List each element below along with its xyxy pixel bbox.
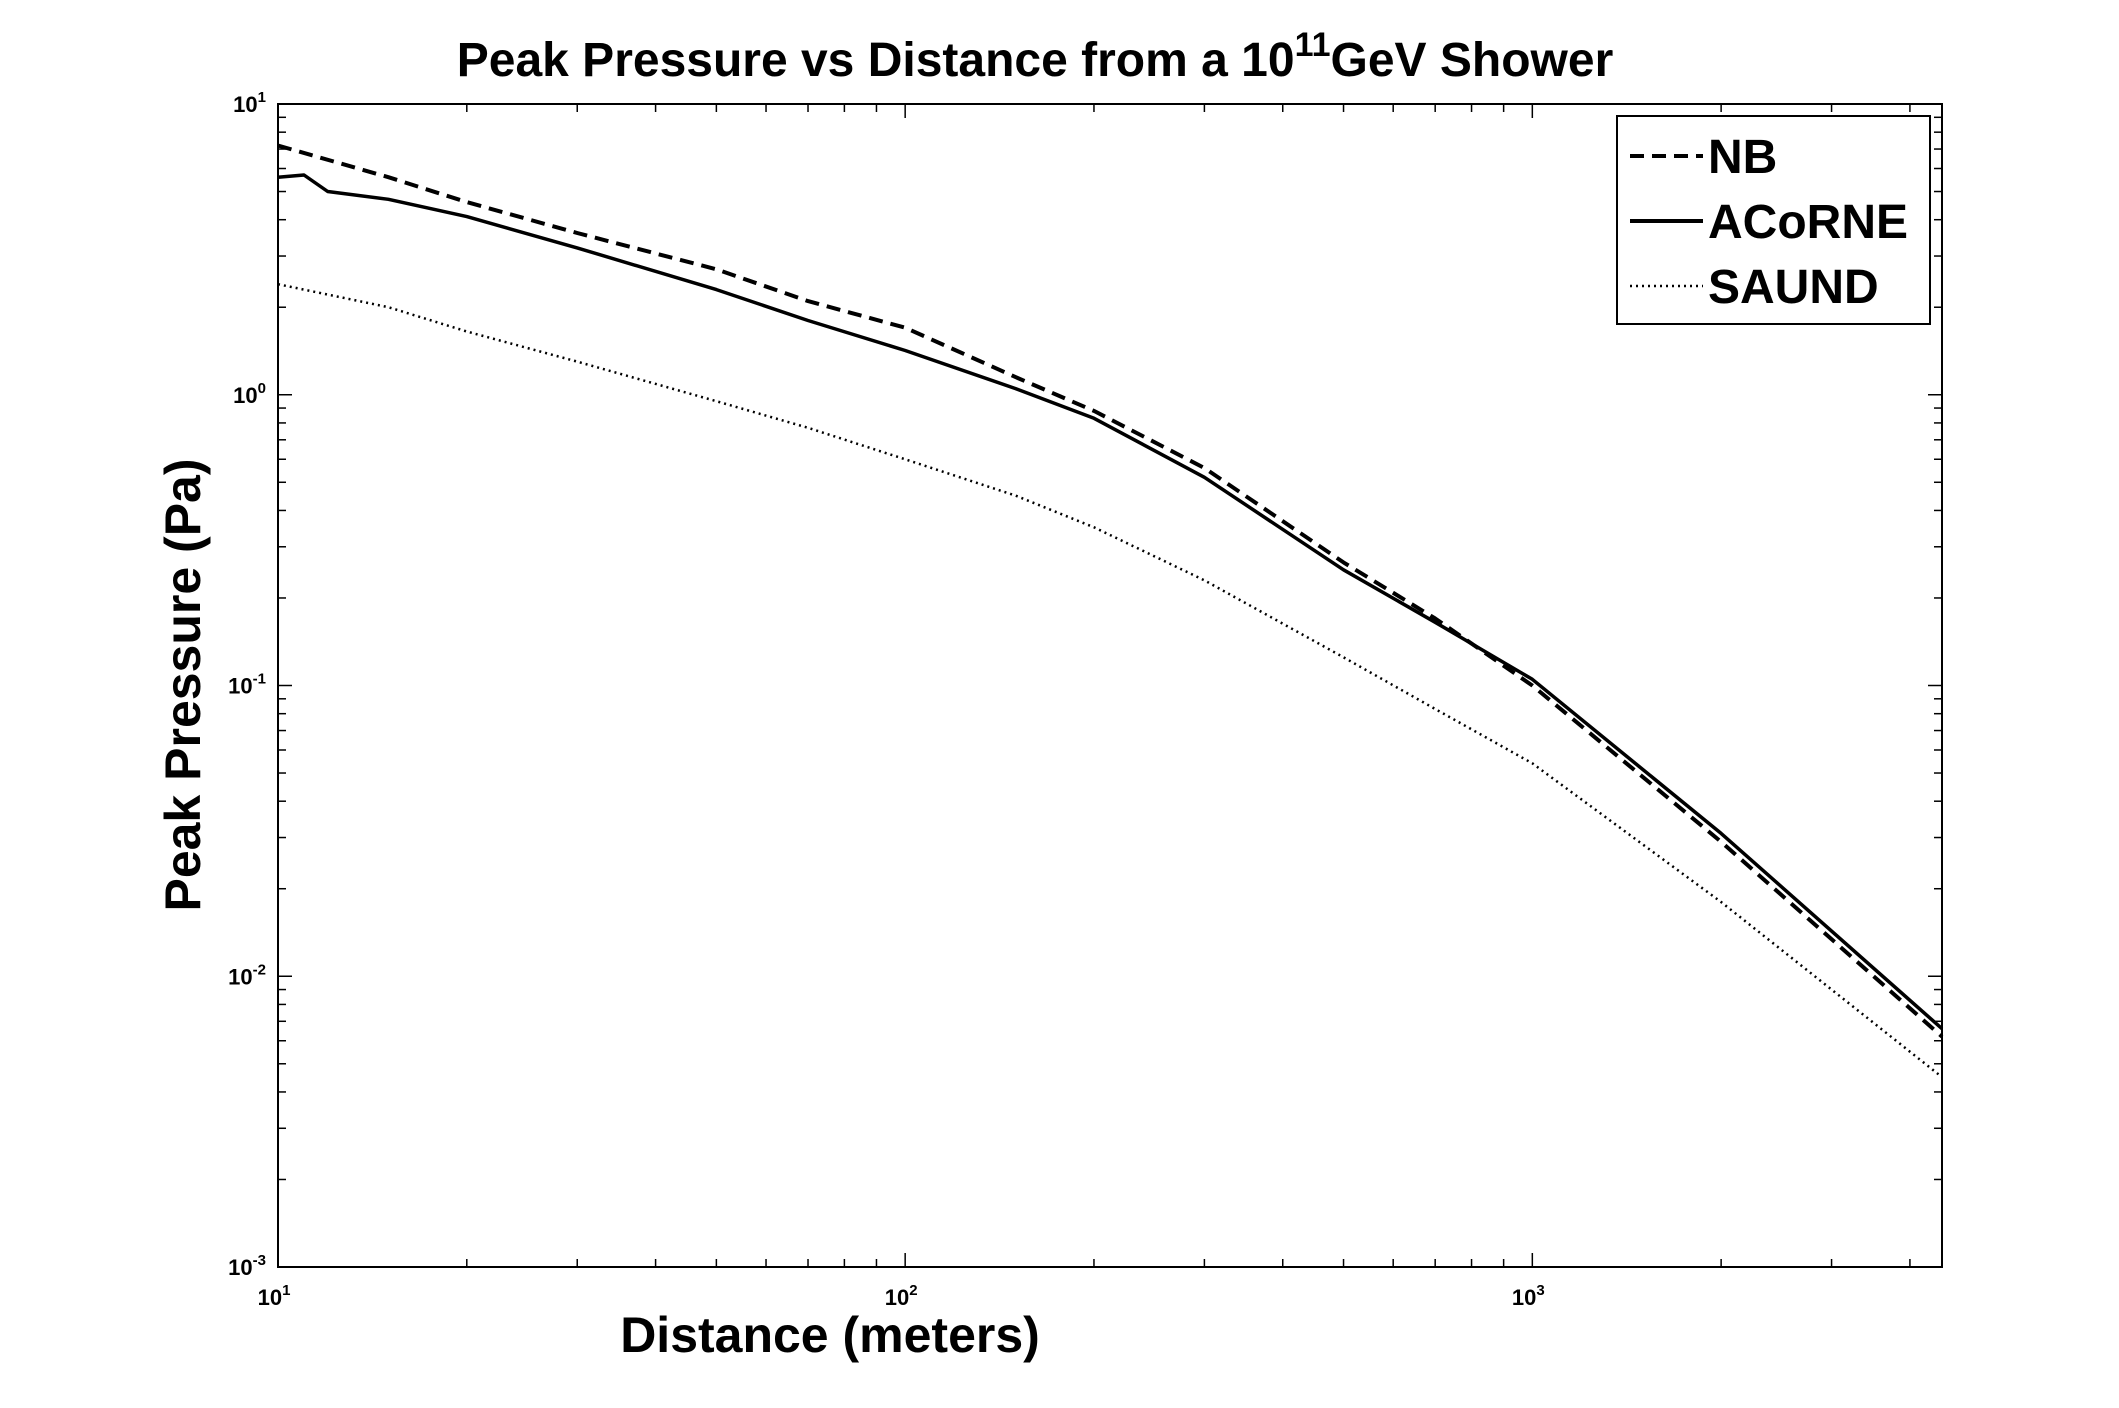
y-tick-label: 100: [233, 380, 266, 408]
chart-title-exponent: 11: [1295, 26, 1331, 64]
series-nb-line: [277, 143, 1944, 1039]
x-tick-label: 102: [885, 1282, 918, 1310]
legend-label-saund: SAUND: [1708, 261, 1879, 314]
y-tick-label: 10-2: [228, 961, 266, 989]
axis-tick-labels: 101 102 103 101 100 10-1 10-2 10-3: [228, 89, 1545, 1310]
series-lines: [277, 143, 1944, 1079]
y-tick-label: 10-3: [228, 1252, 266, 1280]
axis-ticks: [277, 103, 1942, 1268]
series-saund-line: [277, 282, 1943, 1079]
x-tick-label: 101: [258, 1282, 291, 1310]
y-axis-label: Peak Pressure (Pa): [155, 458, 211, 911]
legend-label-nb: NB: [1708, 131, 1777, 184]
legend-label-acorne: ACoRNE: [1708, 196, 1908, 249]
x-tick-label: 103: [1512, 1282, 1545, 1310]
series-acorne-line: [277, 173, 1944, 1031]
chart-title-main: Peak Pressure vs Distance from a 10: [457, 34, 1295, 87]
y-tick-label: 10-1: [228, 671, 266, 699]
y-tick-label: 101: [233, 89, 266, 117]
chart-title: Peak Pressure vs Distance from a 1011GeV…: [457, 26, 1614, 87]
legend: NB ACoRNE SAUND: [1616, 115, 1931, 325]
x-axis-label: Distance (meters): [620, 1307, 1040, 1363]
chart-title-tail: GeV Shower: [1331, 34, 1614, 87]
